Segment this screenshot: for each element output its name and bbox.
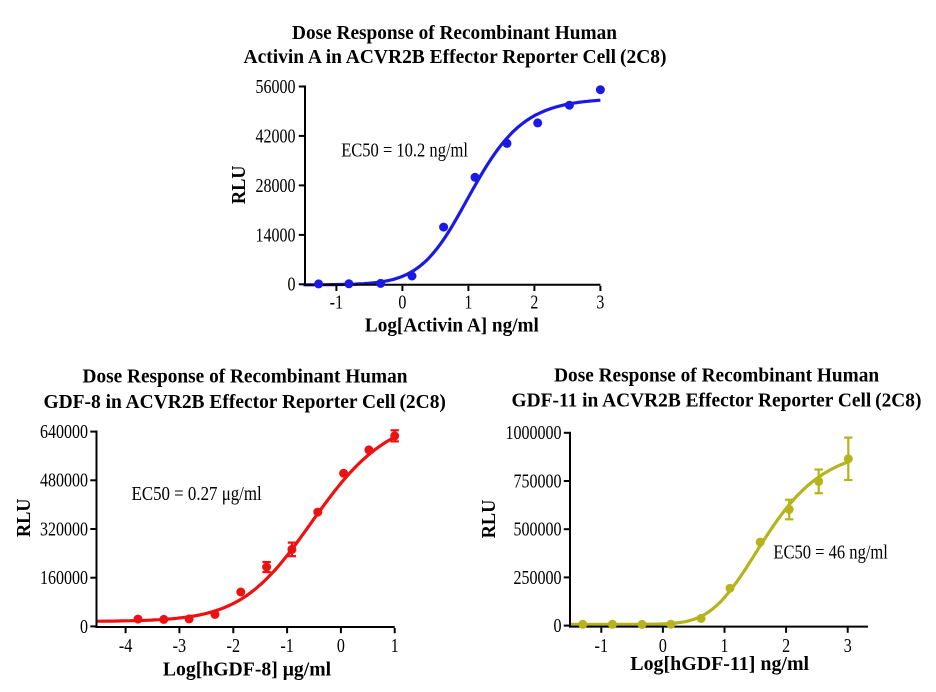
svg-text:3: 3: [596, 293, 604, 314]
svg-text:EC50 = 10.2 ng/ml: EC50 = 10.2 ng/ml: [341, 140, 468, 161]
svg-text:480000: 480000: [40, 471, 88, 492]
svg-text:1: 1: [391, 636, 399, 657]
svg-text:RLU: RLU: [14, 498, 35, 537]
svg-text:-1: -1: [595, 636, 609, 657]
svg-text:GDF-8 in ACVR2B Effector Repor: GDF-8 in ACVR2B Effector Reporter Cell (…: [44, 392, 446, 413]
svg-text:GDF-11 in ACVR2B Effector Repo: GDF-11 in ACVR2B Effector Reporter Cell …: [512, 391, 922, 412]
svg-text:14000: 14000: [256, 225, 296, 246]
svg-text:0: 0: [337, 636, 345, 657]
svg-text:Dose Response of Recombinant H: Dose Response of Recombinant Human: [292, 23, 617, 44]
svg-text:3: 3: [844, 636, 852, 657]
svg-text:-2: -2: [227, 636, 241, 657]
svg-text:Log[Activin A] ng/ml: Log[Activin A] ng/ml: [365, 316, 540, 337]
svg-text:42000: 42000: [256, 126, 296, 147]
svg-text:640000: 640000: [40, 422, 88, 443]
svg-text:Activin A in ACVR2B Effector R: Activin A in ACVR2B Effector Reporter Ce…: [244, 47, 667, 68]
svg-text:EC50 = 0.27 μg/ml: EC50 = 0.27 μg/ml: [132, 484, 263, 505]
svg-text:1: 1: [464, 293, 472, 314]
svg-text:0: 0: [659, 636, 667, 657]
svg-text:250000: 250000: [514, 568, 562, 589]
svg-text:0: 0: [554, 616, 562, 637]
svg-text:Log[hGDF-8] μg/ml: Log[hGDF-8] μg/ml: [163, 660, 332, 681]
svg-text:56000: 56000: [256, 77, 296, 98]
svg-text:-1: -1: [330, 293, 344, 314]
svg-text:0: 0: [398, 293, 406, 314]
svg-text:320000: 320000: [40, 519, 88, 540]
svg-text:1: 1: [721, 636, 729, 657]
svg-text:750000: 750000: [514, 471, 562, 492]
svg-text:2: 2: [782, 636, 790, 657]
svg-text:-1: -1: [280, 636, 294, 657]
svg-text:0: 0: [288, 275, 296, 296]
svg-text:RLU: RLU: [479, 500, 500, 539]
svg-text:-3: -3: [173, 636, 187, 657]
svg-text:-4: -4: [119, 636, 133, 657]
svg-text:Dose Response of Recombinant H: Dose Response of Recombinant Human: [554, 365, 879, 386]
svg-text:2: 2: [530, 293, 538, 314]
svg-text:Dose Response of Recombinant H: Dose Response of Recombinant Human: [83, 367, 408, 388]
svg-text:RLU: RLU: [229, 165, 250, 204]
svg-text:1000000: 1000000: [506, 423, 562, 444]
svg-text:500000: 500000: [514, 520, 562, 541]
svg-text:160000: 160000: [40, 568, 88, 589]
svg-text:0: 0: [80, 617, 88, 638]
svg-text:EC50 = 46 ng/ml: EC50 = 46 ng/ml: [773, 543, 888, 564]
svg-text:28000: 28000: [256, 176, 296, 197]
svg-text:Log[hGDF-11] ng/ml: Log[hGDF-11] ng/ml: [630, 654, 809, 675]
